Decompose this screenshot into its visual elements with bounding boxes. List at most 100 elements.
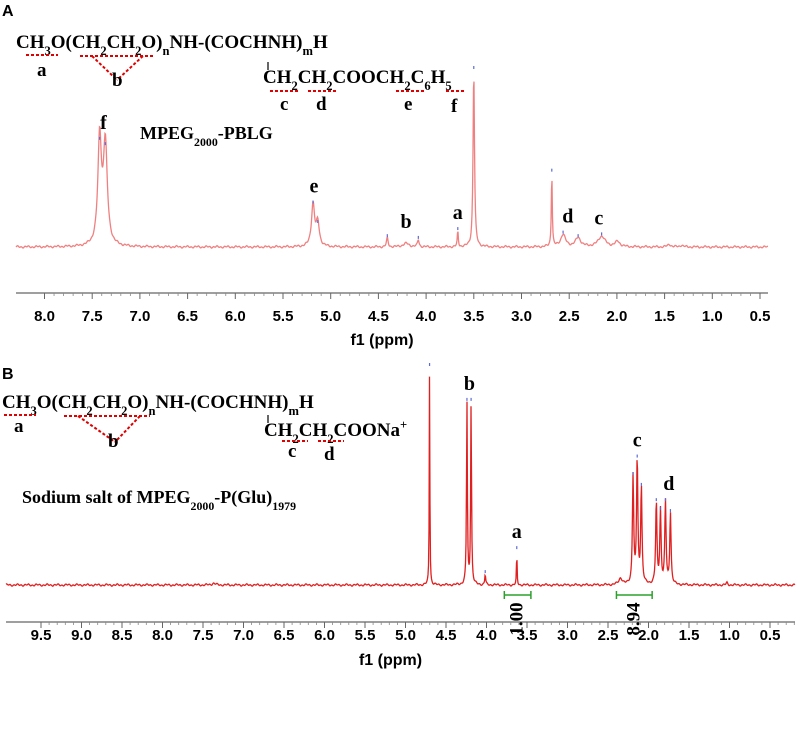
text-segment: O) <box>141 32 162 53</box>
panel-b: B CH3O(CH2CH2O)nNH-(COCHNH)mH CH2CH2COON… <box>2 363 796 669</box>
marker-letter-d: d <box>316 94 327 115</box>
text-segment: 2 <box>404 79 410 93</box>
panel-a-formula-line2: CH2CH2COOCH2C6H5 <box>263 67 452 93</box>
text-segment: CH <box>16 32 45 53</box>
panel-a-compound-label: MPEG2000-PBLG <box>140 123 273 149</box>
text-segment: MPEG <box>140 123 194 143</box>
text-segment: CH <box>299 420 328 441</box>
peak-label: f <box>100 112 107 134</box>
peak-label: d <box>562 206 573 228</box>
text-segment: 2 <box>100 44 106 58</box>
x-tick-label: 4.0 <box>476 627 497 644</box>
x-tick-label: 4.5 <box>436 627 457 644</box>
marker-letter-b: b <box>112 70 123 91</box>
marker-letter-a: a <box>37 60 47 81</box>
x-tick-label: 5.0 <box>395 627 416 644</box>
integral: 1.00 <box>503 591 532 636</box>
marker-letter-d: d <box>324 444 335 465</box>
x-tick-label: 9.0 <box>71 627 92 644</box>
text-segment: 2000 <box>194 135 218 149</box>
text-segment: CH <box>107 32 136 53</box>
text-segment: m <box>288 404 299 418</box>
text-segment: O(CH <box>51 32 101 53</box>
x-tick-label: 4.0 <box>416 308 437 325</box>
x-tick-label: 6.5 <box>177 308 198 325</box>
text-segment: 2 <box>292 79 298 93</box>
text-segment: 2 <box>293 432 299 446</box>
x-axis-label: f1 (ppm) <box>359 652 422 669</box>
panel-a-proton-markers <box>26 54 464 92</box>
text-segment: 2 <box>121 404 127 418</box>
x-tick-label: 6.0 <box>225 308 246 325</box>
text-segment: 2 <box>86 404 92 418</box>
text-segment: CH <box>93 392 122 413</box>
x-tick-label: 7.5 <box>82 308 103 325</box>
text-segment: m <box>302 44 313 58</box>
x-tick-label: 5.0 <box>320 308 341 325</box>
text-segment: 3 <box>45 44 51 58</box>
panel-a-spectrum: 8.0 7.5 7.0 6.5 6.0 5.5 5.0 4.5 4.0 3.5 3.0 2.5 2.0 1… <box>15 66 770 349</box>
integral-value: 8.94 <box>623 602 644 636</box>
x-tick-label: 3.0 <box>557 627 578 644</box>
x-tick-label: 2.5 <box>598 627 619 644</box>
text-segment: -P(Glu) <box>214 487 272 508</box>
x-tick-label: 8.0 <box>152 627 173 644</box>
panel-b-formula-line2: CH2CH2COONa+ <box>264 418 407 446</box>
text-segment: H <box>431 67 446 88</box>
peak-label: c <box>633 430 642 452</box>
x-tick-label: 1.0 <box>702 308 723 325</box>
text-segment: Sodium salt of MPEG <box>22 487 191 507</box>
text-segment: CH <box>298 67 327 88</box>
text-segment: COONa <box>334 420 401 441</box>
panel-a: A CH3O(CH2CH2O)nNH-(COCHNH)mH CH2CH2COOC… <box>2 3 770 349</box>
text-segment: CH <box>264 420 293 441</box>
text-segment: C <box>411 67 425 88</box>
panel-b-compound-label: Sodium salt of MPEG2000-P(Glu)1979 <box>22 487 296 513</box>
x-axis-label: f1 (ppm) <box>350 332 413 349</box>
x-tick-label: 2.0 <box>606 308 627 325</box>
text-segment: H <box>313 32 328 53</box>
text-segment: H <box>299 392 314 413</box>
text-segment: 2 <box>135 44 141 58</box>
peak-label: a <box>453 202 463 224</box>
x-tick-label: 1.5 <box>654 308 675 325</box>
text-segment: 6 <box>424 79 430 93</box>
x-tick-label: 2.0 <box>638 627 659 644</box>
x-tick-label: 4.5 <box>368 308 389 325</box>
text-segment: NH-(COCHNH) <box>156 392 289 413</box>
spectrum-trace <box>5 376 796 587</box>
x-tick-label: 9.5 <box>31 627 52 644</box>
x-tick-label: 1.0 <box>719 627 740 644</box>
marker-letter-b: b <box>108 431 119 452</box>
peak-label: c <box>594 207 603 229</box>
text-segment: 5 <box>445 79 451 93</box>
x-tick-label: 7.5 <box>193 627 214 644</box>
text-segment: 1979 <box>272 499 296 513</box>
text-segment: O(CH <box>37 392 87 413</box>
text-segment: CH <box>2 392 31 413</box>
spectrum-trace <box>15 81 769 249</box>
text-segment: n <box>149 404 156 418</box>
x-tick-label: 8.0 <box>34 308 55 325</box>
marker-letter-c: c <box>288 441 296 462</box>
text-segment: -PBLG <box>218 123 273 143</box>
text-segment: 3 <box>31 404 37 418</box>
x-tick-label: 7.0 <box>233 627 254 644</box>
marker-letter-a: a <box>14 416 24 437</box>
text-segment: 2000 <box>191 499 215 513</box>
integral-value: 1.00 <box>507 602 528 635</box>
x-tick-label: 1.5 <box>679 627 700 644</box>
x-tick-label: 3.0 <box>511 308 532 325</box>
panel-b-proton-markers <box>4 414 344 443</box>
text-segment: COOCH <box>333 67 405 88</box>
panel-a-marker-letters: a b c d e f <box>37 60 458 117</box>
x-tick-label: 8.5 <box>112 627 133 644</box>
marker-b <box>80 55 155 81</box>
marker-b <box>64 415 150 443</box>
x-tick-label: 3.5 <box>517 627 538 644</box>
peak-label: b <box>464 373 475 395</box>
x-tick-label: 3.5 <box>463 308 484 325</box>
panel-b-letter: B <box>2 366 14 383</box>
marker-letter-e: e <box>404 94 412 115</box>
